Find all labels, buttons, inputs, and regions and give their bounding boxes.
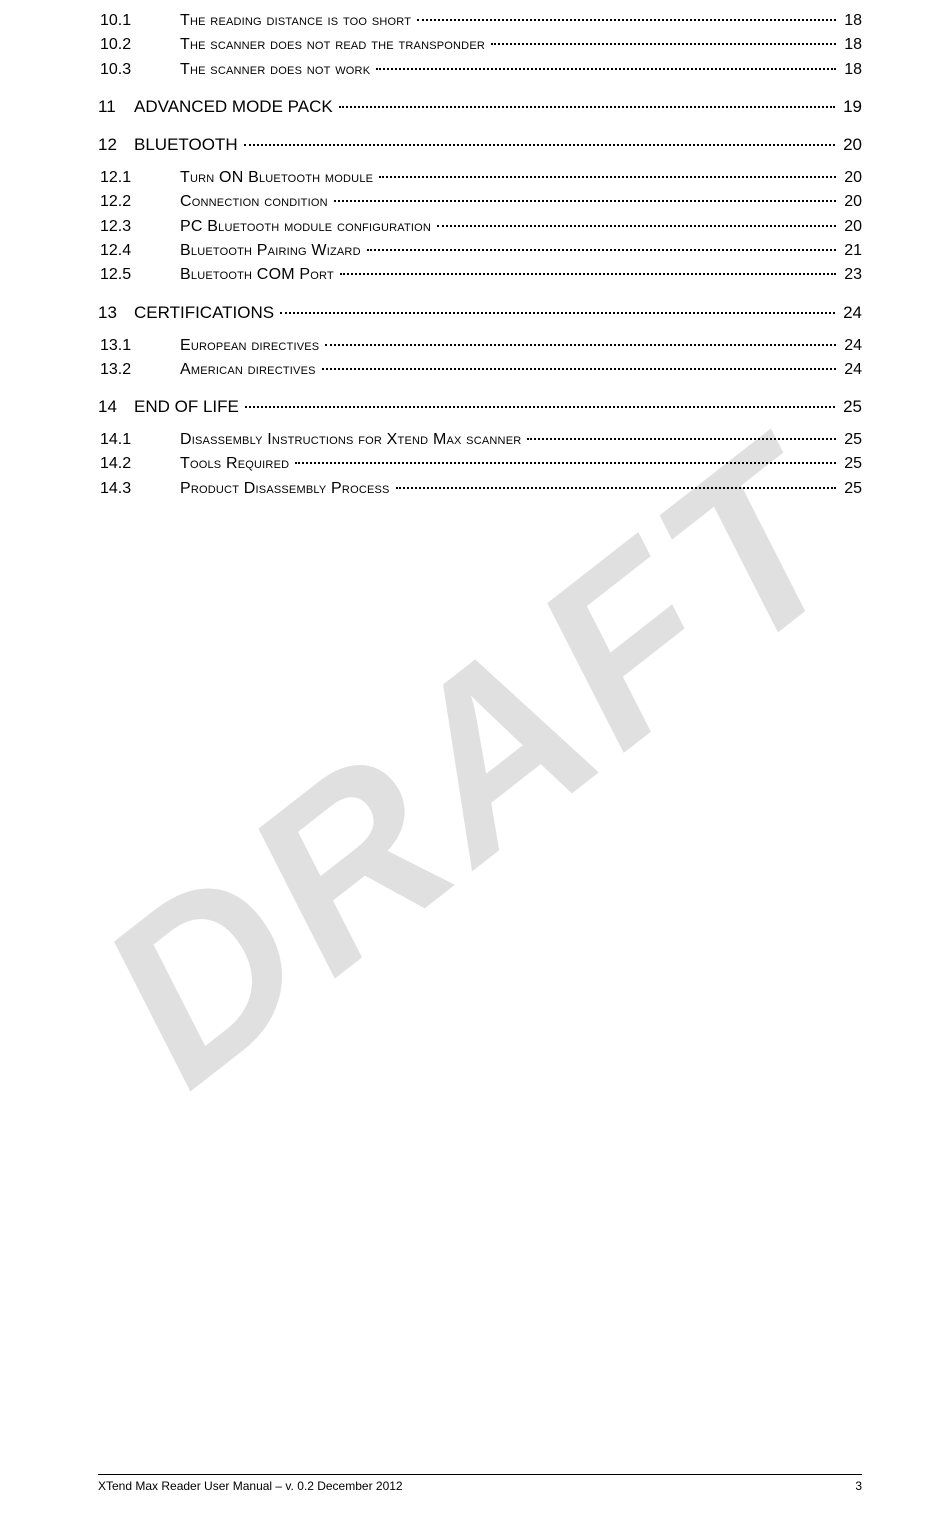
page-footer: XTend Max Reader User Manual – v. 0.2 De… <box>98 1474 862 1493</box>
toc-number: 11 <box>98 95 134 119</box>
toc-number: 14 <box>98 395 134 419</box>
toc-number: 14.1 <box>98 429 180 451</box>
toc-number: 12.1 <box>98 167 180 189</box>
toc-title: PC Bluetooth module configuration <box>180 216 431 238</box>
toc-leader-dots <box>245 406 835 408</box>
toc-page-number: 23 <box>840 264 862 286</box>
toc-page-number: 25 <box>840 453 862 475</box>
toc-leader-dots <box>491 43 836 45</box>
toc-subsection: 12.2Connection condition 20 <box>98 191 862 213</box>
toc-title: Bluetooth Pairing Wizard <box>180 240 361 262</box>
toc-number: 14.3 <box>98 478 180 500</box>
toc-title: The scanner does not work <box>180 59 370 81</box>
toc-subsection: 10.1The reading distance is too short 18 <box>98 10 862 32</box>
toc-number: 14.2 <box>98 453 180 475</box>
toc-subsection: 13.1European directives 24 <box>98 335 862 357</box>
toc-title: Connection condition <box>180 191 328 213</box>
toc-leader-dots <box>340 273 836 275</box>
toc-title: Bluetooth COM Port <box>180 264 334 286</box>
toc-section: 13CERTIFICATIONS 24 <box>98 301 862 325</box>
toc-subsection: 12.3PC Bluetooth module configuration 20 <box>98 216 862 238</box>
toc-subsection: 12.5Bluetooth COM Port 23 <box>98 264 862 286</box>
toc-title: European directives <box>180 335 319 357</box>
draft-watermark: DRAFT <box>51 388 901 1137</box>
toc-leader-dots <box>325 344 836 346</box>
toc-leader-dots <box>295 462 836 464</box>
toc-number: 13.2 <box>98 359 180 381</box>
toc-leader-dots <box>334 200 836 202</box>
toc-title: END OF LIFE <box>134 395 239 419</box>
toc-leader-dots <box>339 106 835 108</box>
toc-leader-dots <box>417 19 836 21</box>
toc-leader-dots <box>244 144 835 146</box>
toc-title: Product Disassembly Process <box>180 478 390 500</box>
toc-subsection: 10.3The scanner does not work 18 <box>98 59 862 81</box>
toc-number: 12 <box>98 133 134 157</box>
footer-left: XTend Max Reader User Manual – v. 0.2 De… <box>98 1479 403 1493</box>
toc-number: 10.3 <box>98 59 180 81</box>
toc-page-number: 18 <box>840 34 862 56</box>
toc-page-number: 20 <box>840 216 862 238</box>
footer-page-number: 3 <box>855 1479 862 1493</box>
toc-page-number: 18 <box>840 59 862 81</box>
toc-subsection: 12.1Turn ON Bluetooth module 20 <box>98 167 862 189</box>
toc-section: 12BLUETOOTH 20 <box>98 133 862 157</box>
toc-subsection: 14.3Product Disassembly Process 25 <box>98 478 862 500</box>
toc-page-number: 24 <box>839 301 862 325</box>
toc-subsection: 10.2The scanner does not read the transp… <box>98 34 862 56</box>
toc-number: 10.1 <box>98 10 180 32</box>
toc-subsection: 13.2American directives 24 <box>98 359 862 381</box>
toc-leader-dots <box>527 438 836 440</box>
toc-page-number: 25 <box>840 478 862 500</box>
toc-number: 12.5 <box>98 264 180 286</box>
toc-page-number: 24 <box>840 359 862 381</box>
toc-section: 11ADVANCED MODE PACK 19 <box>98 95 862 119</box>
toc-leader-dots <box>367 249 836 251</box>
toc-title: The scanner does not read the transponde… <box>180 34 485 56</box>
toc-title: The reading distance is too short <box>180 10 411 32</box>
toc-number: 12.2 <box>98 191 180 213</box>
toc-title: Tools Required <box>180 453 289 475</box>
toc-subsection: 12.4Bluetooth Pairing Wizard 21 <box>98 240 862 262</box>
toc-page-number: 24 <box>840 335 862 357</box>
toc-leader-dots <box>280 312 835 314</box>
toc-leader-dots <box>376 68 836 70</box>
toc-title: ADVANCED MODE PACK <box>134 95 333 119</box>
toc-page-number: 20 <box>839 133 862 157</box>
toc-title: Disassembly Instructions for Xtend Max s… <box>180 429 521 451</box>
toc-number: 12.4 <box>98 240 180 262</box>
toc-title: BLUETOOTH <box>134 133 238 157</box>
toc-number: 10.2 <box>98 34 180 56</box>
toc-page-number: 21 <box>840 240 862 262</box>
toc-subsection: 14.1Disassembly Instructions for Xtend M… <box>98 429 862 451</box>
toc-page-number: 18 <box>840 10 862 32</box>
toc-number: 12.3 <box>98 216 180 238</box>
toc-leader-dots <box>322 368 837 370</box>
toc-title: Turn ON Bluetooth module <box>180 167 373 189</box>
toc-leader-dots <box>437 225 836 227</box>
toc-page-number: 20 <box>840 167 862 189</box>
toc-page-number: 25 <box>839 395 862 419</box>
toc-subsection: 14.2Tools Required 25 <box>98 453 862 475</box>
toc-title: CERTIFICATIONS <box>134 301 274 325</box>
toc-page-number: 19 <box>839 95 862 119</box>
toc-section: 14END OF LIFE 25 <box>98 395 862 419</box>
page-body: 10.1The reading distance is too short181… <box>0 0 952 500</box>
toc-leader-dots <box>379 176 836 178</box>
toc-leader-dots <box>396 487 837 489</box>
toc-number: 13 <box>98 301 134 325</box>
toc-page-number: 25 <box>840 429 862 451</box>
table-of-contents: 10.1The reading distance is too short181… <box>98 10 862 500</box>
toc-title: American directives <box>180 359 316 381</box>
toc-page-number: 20 <box>840 191 862 213</box>
toc-number: 13.1 <box>98 335 180 357</box>
